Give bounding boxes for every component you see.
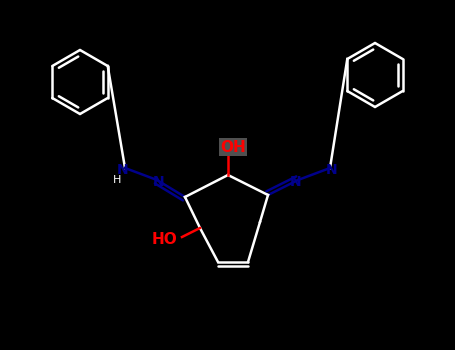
Text: N: N xyxy=(153,175,165,189)
Text: N: N xyxy=(117,163,129,177)
Text: H: H xyxy=(113,175,121,185)
Text: HO: HO xyxy=(151,231,177,246)
Text: OH: OH xyxy=(220,140,246,154)
Text: N: N xyxy=(290,175,302,189)
Text: N: N xyxy=(326,163,338,177)
